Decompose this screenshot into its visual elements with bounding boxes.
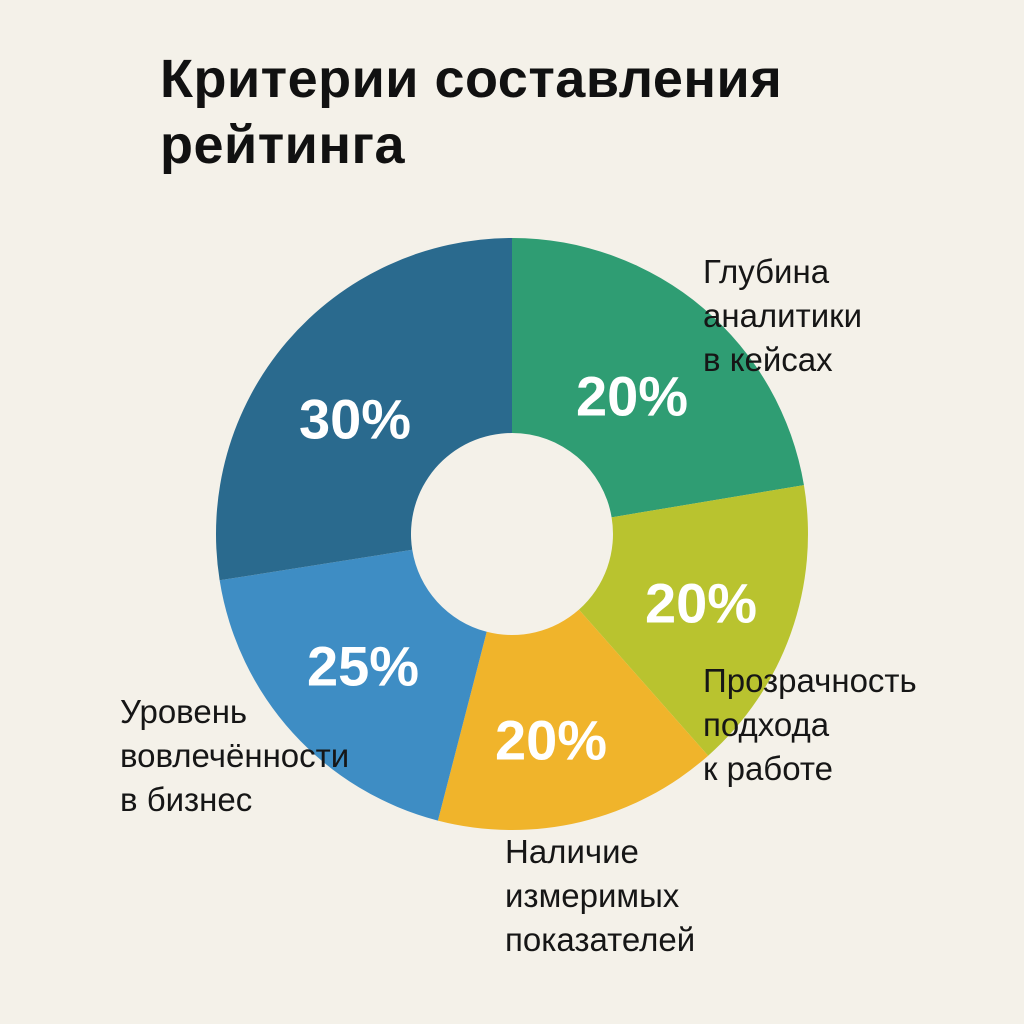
donut-segment xyxy=(219,549,487,821)
donut-segment xyxy=(578,485,808,756)
segment-percent-label: 20% xyxy=(644,571,758,635)
segment-percent-label: 30% xyxy=(298,387,412,451)
donut-segment xyxy=(437,609,709,830)
segment-category-label: Глубина аналитики в кейсах xyxy=(703,253,863,378)
donut-segment xyxy=(512,238,804,518)
segment-category-label: Наличие измеримых показателей xyxy=(505,833,696,958)
segment-category-label: Уровень вовлечённости в бизнес xyxy=(120,693,350,818)
page-title: Критерии составления рейтинга xyxy=(160,49,783,175)
donut-segment xyxy=(215,238,512,581)
segment-percent-label: 20% xyxy=(575,364,689,428)
segment-percent-label: 25% xyxy=(306,634,420,698)
segment-category-label: Прозрачность подхода к работе xyxy=(703,662,917,787)
segment-percent-label: 20% xyxy=(494,708,608,772)
